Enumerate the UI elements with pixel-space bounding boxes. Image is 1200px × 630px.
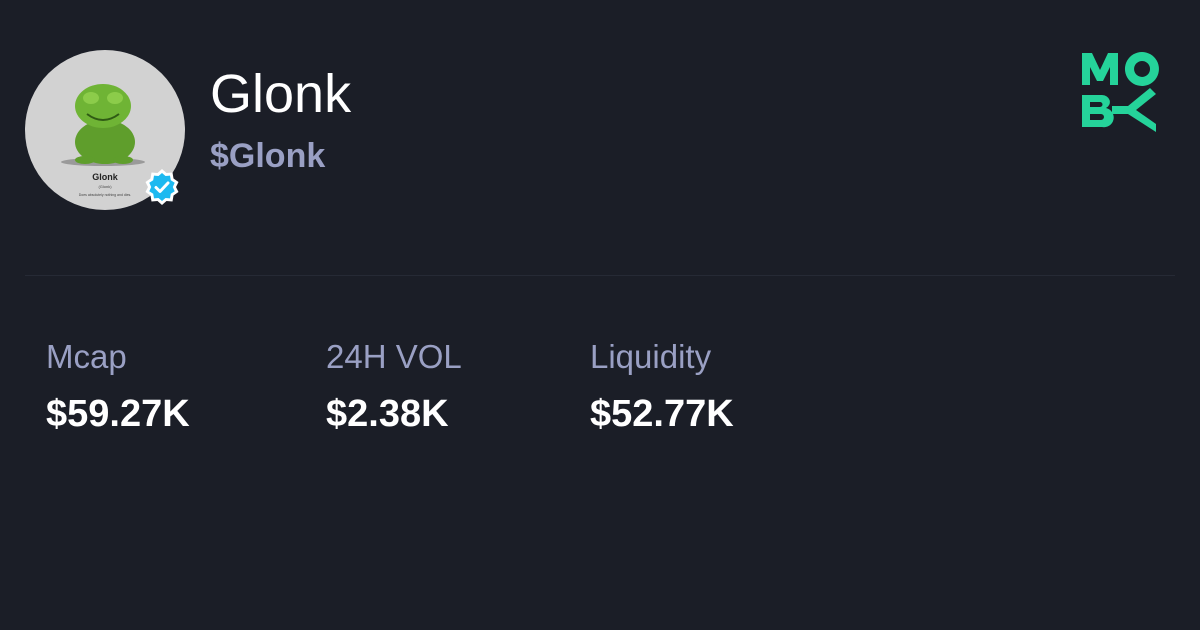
token-avatar: Glonk (Glonk) Does absolutely nothing an…	[25, 50, 185, 210]
verified-badge-icon	[143, 168, 181, 206]
moby-logo	[1078, 50, 1178, 134]
divider	[25, 275, 1175, 276]
stat-label: Liquidity	[590, 338, 712, 375]
stat-label: 24H VOL	[326, 338, 462, 375]
stat-value: $59.27K	[46, 393, 190, 435]
avatar-caption: Glonk	[92, 172, 118, 182]
stat-label: Mcap	[46, 338, 127, 375]
token-ticker: $Glonk	[210, 137, 326, 175]
stat-24h-vol: 24H VOL $2.38K	[326, 338, 462, 436]
stat-value: $52.77K	[590, 393, 734, 435]
stat-liquidity: Liquidity $52.77K	[590, 338, 734, 436]
avatar-tagline: Does absolutely nothing and dies.	[79, 193, 132, 197]
stat-value: $2.38K	[326, 393, 449, 435]
avatar-subcaption: (Glonk)	[98, 184, 112, 189]
stat-mcap: Mcap $59.27K	[46, 338, 190, 436]
token-name: Glonk	[210, 64, 352, 124]
